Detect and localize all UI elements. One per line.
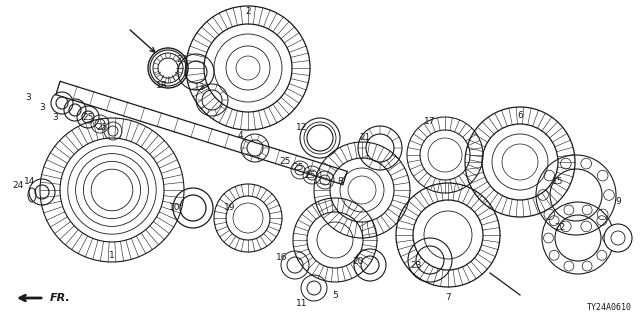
Circle shape <box>604 224 632 252</box>
Text: 17: 17 <box>424 117 436 126</box>
Text: 12: 12 <box>296 124 308 132</box>
Text: 4: 4 <box>237 132 243 140</box>
Text: 5: 5 <box>332 291 338 300</box>
Text: FR.: FR. <box>50 293 71 303</box>
Text: 13: 13 <box>195 84 205 92</box>
Text: 25: 25 <box>292 164 304 172</box>
Text: 16: 16 <box>276 253 288 262</box>
Text: 3: 3 <box>39 102 45 111</box>
Text: 15: 15 <box>552 178 564 187</box>
Text: 14: 14 <box>24 178 36 187</box>
Text: 8: 8 <box>337 178 343 187</box>
Text: 25: 25 <box>96 124 108 132</box>
Text: 19: 19 <box>224 204 236 212</box>
Text: 1: 1 <box>109 251 115 260</box>
Text: 10: 10 <box>169 204 180 212</box>
Text: 21: 21 <box>359 133 371 142</box>
Text: 24: 24 <box>12 180 24 189</box>
Text: 3: 3 <box>52 114 58 123</box>
Text: 18: 18 <box>156 81 168 90</box>
Text: 2: 2 <box>245 7 251 17</box>
Text: 23: 23 <box>176 55 188 65</box>
Text: 25: 25 <box>279 157 291 166</box>
Text: TY24A0610: TY24A0610 <box>587 303 632 312</box>
Text: 3: 3 <box>25 92 31 101</box>
Text: 20: 20 <box>352 258 364 267</box>
Text: 7: 7 <box>445 293 451 302</box>
Text: 22: 22 <box>554 223 566 233</box>
Text: 25: 25 <box>304 171 316 180</box>
Text: 9: 9 <box>615 197 621 206</box>
Text: 6: 6 <box>517 110 523 119</box>
Text: 23: 23 <box>410 260 422 269</box>
Text: 25: 25 <box>83 114 93 123</box>
Text: 11: 11 <box>296 299 308 308</box>
